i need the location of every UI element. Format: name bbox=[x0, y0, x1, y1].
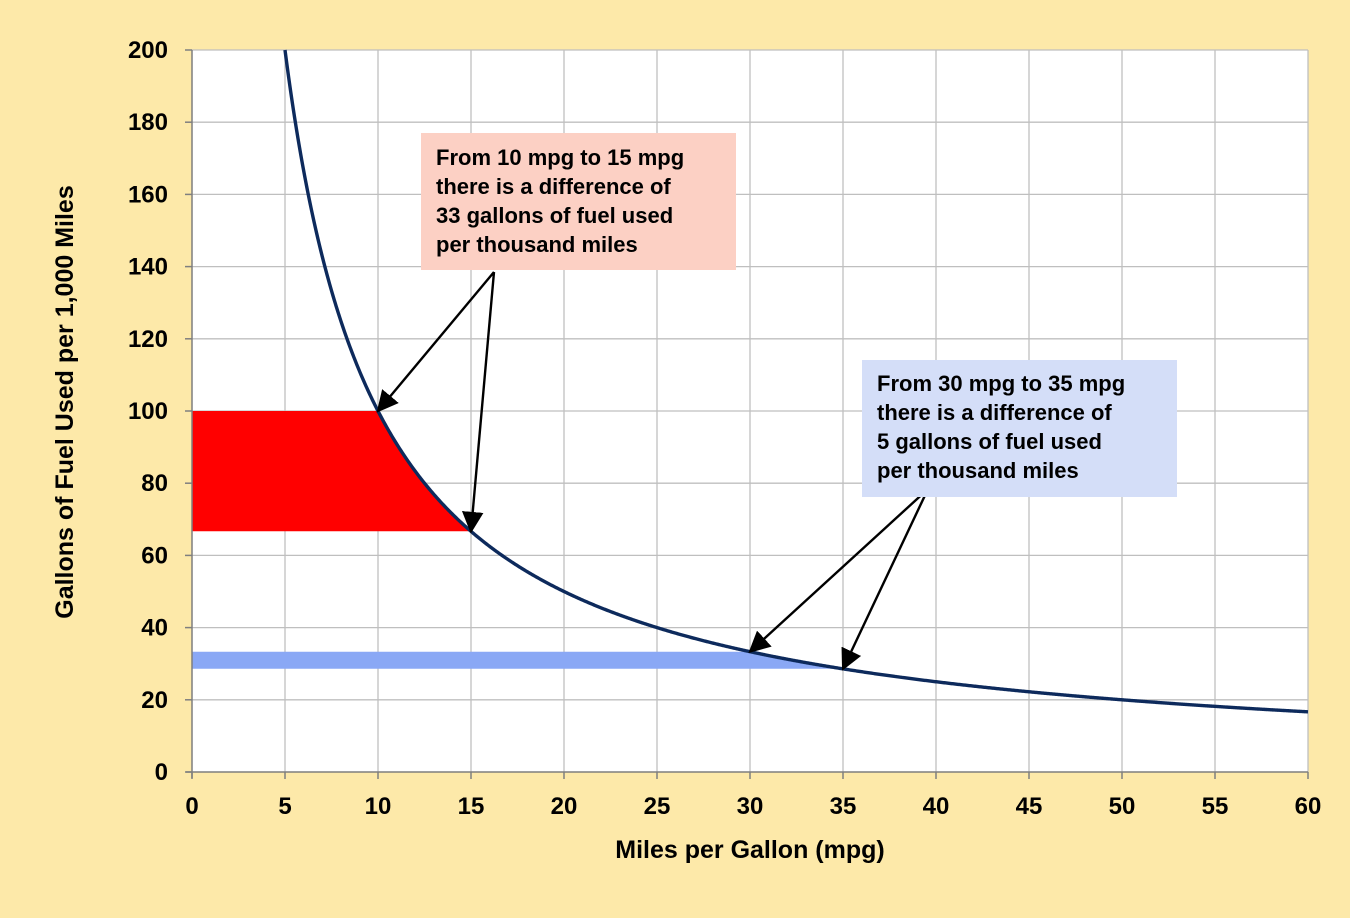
annotation-arrow bbox=[748, 488, 929, 654]
annotation-box-10-15: From 10 mpg to 15 mpg there is a differe… bbox=[421, 133, 736, 270]
y-tick-label: 80 bbox=[141, 470, 168, 497]
annotation-arrow bbox=[841, 488, 930, 671]
x-tick-label: 15 bbox=[458, 793, 485, 820]
annotation-line: per thousand miles bbox=[436, 232, 638, 257]
annotation-arrow bbox=[461, 271, 496, 534]
y-tick-label: 180 bbox=[128, 109, 168, 136]
highlight-band-10-15 bbox=[192, 411, 471, 532]
y-tick-label: 140 bbox=[128, 254, 168, 281]
x-tick-label: 60 bbox=[1295, 793, 1322, 820]
x-tick-label: 45 bbox=[1016, 793, 1043, 820]
annotation-line: From 10 mpg to 15 mpg bbox=[436, 145, 685, 170]
y-tick-label: 200 bbox=[128, 37, 168, 64]
x-tick-label: 0 bbox=[185, 793, 198, 820]
x-tick-label: 25 bbox=[644, 793, 671, 820]
y-tick-label: 20 bbox=[141, 687, 168, 714]
x-tick-label: 50 bbox=[1109, 793, 1136, 820]
highlight-bands bbox=[192, 411, 843, 669]
curve-layer bbox=[283, 49, 1309, 714]
annotation-line: From 30 mpg to 35 mpg bbox=[877, 371, 1126, 396]
y-tick-label: 0 bbox=[155, 759, 168, 786]
x-tick-label: 35 bbox=[830, 793, 857, 820]
y-tick-label: 40 bbox=[141, 615, 168, 642]
x-tick-label: 5 bbox=[278, 793, 291, 820]
y-tick-label: 60 bbox=[141, 542, 168, 569]
tick-labels: 0 5 10 15 20 25 30 35 40 45 50 55 60 0 20 40 60 80 100 120 1… bbox=[128, 37, 1321, 820]
x-tick-label: 40 bbox=[923, 793, 950, 820]
axes bbox=[185, 49, 1309, 779]
annotation-line: there is a difference of bbox=[877, 400, 1112, 425]
y-tick-label: 120 bbox=[128, 326, 168, 353]
x-tick-label: 20 bbox=[551, 793, 578, 820]
annotation-line: 5 gallons of fuel used bbox=[877, 429, 1102, 454]
annotation-line: there is a difference of bbox=[436, 174, 671, 199]
annotation-arrow bbox=[376, 271, 495, 413]
x-tick-label: 30 bbox=[737, 793, 764, 820]
annotation-arrows bbox=[376, 271, 930, 671]
annotation-line: 33 gallons of fuel used bbox=[436, 203, 674, 228]
fuel-curve-line bbox=[283, 49, 1309, 714]
y-tick-label: 100 bbox=[128, 398, 168, 425]
y-axis-title: Gallons of Fuel Used per 1,000 Miles bbox=[51, 185, 79, 618]
highlight-band-30-35 bbox=[192, 651, 843, 669]
annotation-line: per thousand miles bbox=[877, 458, 1079, 483]
x-tick-label: 55 bbox=[1202, 793, 1229, 820]
x-tick-label: 10 bbox=[365, 793, 392, 820]
annotation-box-30-35: From 30 mpg to 35 mpg there is a differe… bbox=[862, 360, 1177, 497]
y-tick-label: 160 bbox=[128, 181, 168, 208]
x-axis-title: Miles per Gallon (mpg) bbox=[615, 836, 884, 864]
